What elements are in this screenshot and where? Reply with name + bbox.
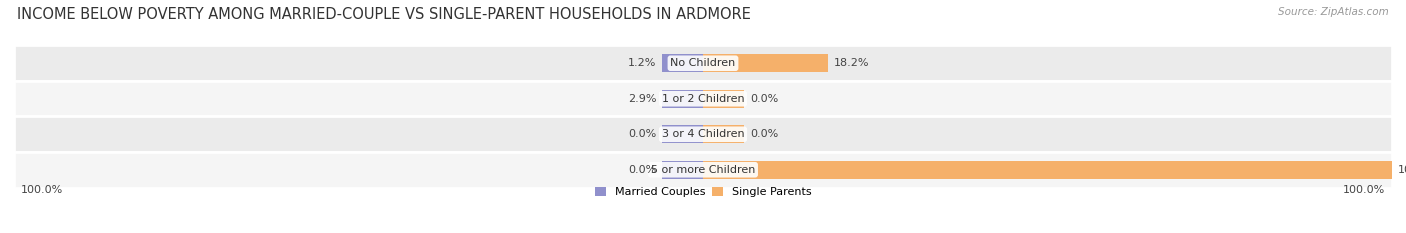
- Legend: Married Couples, Single Parents: Married Couples, Single Parents: [595, 187, 811, 197]
- Text: INCOME BELOW POVERTY AMONG MARRIED-COUPLE VS SINGLE-PARENT HOUSEHOLDS IN ARDMORE: INCOME BELOW POVERTY AMONG MARRIED-COUPL…: [17, 7, 751, 22]
- Bar: [703, 161, 1392, 179]
- Text: 100.0%: 100.0%: [21, 185, 63, 195]
- Bar: [662, 54, 703, 72]
- Bar: [662, 89, 703, 108]
- Text: 100.0%: 100.0%: [1343, 185, 1385, 195]
- Bar: [662, 125, 703, 144]
- Text: 3 or 4 Children: 3 or 4 Children: [662, 129, 744, 139]
- Text: Source: ZipAtlas.com: Source: ZipAtlas.com: [1278, 7, 1389, 17]
- Text: 1 or 2 Children: 1 or 2 Children: [662, 94, 744, 104]
- Text: 0.0%: 0.0%: [749, 129, 778, 139]
- Bar: [703, 54, 828, 72]
- Text: 2.9%: 2.9%: [627, 94, 657, 104]
- Text: 0.0%: 0.0%: [628, 165, 657, 175]
- Text: 1.2%: 1.2%: [627, 58, 657, 68]
- Bar: [14, 81, 1392, 116]
- Bar: [14, 45, 1392, 81]
- Bar: [14, 152, 1392, 188]
- Text: No Children: No Children: [671, 58, 735, 68]
- Bar: [14, 116, 1392, 152]
- Text: 18.2%: 18.2%: [834, 58, 869, 68]
- Text: 5 or more Children: 5 or more Children: [651, 165, 755, 175]
- Text: 0.0%: 0.0%: [749, 94, 778, 104]
- Text: 100.0%: 100.0%: [1398, 165, 1406, 175]
- Bar: [703, 89, 744, 108]
- Text: 0.0%: 0.0%: [628, 129, 657, 139]
- Bar: [662, 161, 703, 179]
- Bar: [703, 125, 744, 144]
